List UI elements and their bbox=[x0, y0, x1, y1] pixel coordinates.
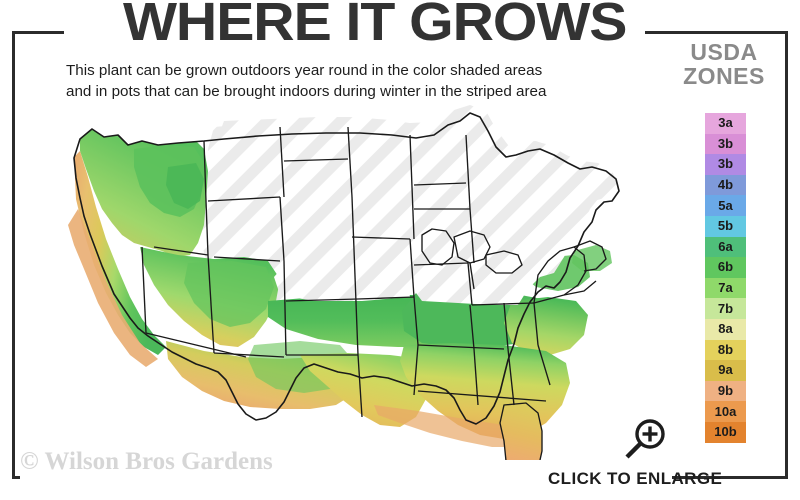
legend-swatch-label: 4b bbox=[717, 177, 734, 193]
subtitle-line-1: This plant can be grown outdoors year ro… bbox=[66, 62, 543, 79]
legend-swatch-label: 9a bbox=[718, 362, 733, 378]
legend-swatch-label: 6a bbox=[718, 238, 733, 254]
frame-right-border bbox=[785, 31, 788, 479]
legend-title-line-1: USDA bbox=[690, 39, 758, 65]
legend-swatch-label: 3b bbox=[717, 135, 734, 151]
map-striped-overlay bbox=[208, 109, 616, 305]
frame-left-border bbox=[12, 31, 15, 479]
map-color-shaded-areas bbox=[68, 129, 612, 460]
legend-swatch-9a-12: 9a bbox=[705, 360, 746, 381]
frame-bottom-left-border bbox=[12, 476, 20, 479]
legend-swatch-label: 6b bbox=[717, 259, 734, 275]
legend-swatch-label: 7b bbox=[717, 300, 734, 316]
click-to-enlarge-label[interactable]: CLICK TO ENLARGE bbox=[548, 469, 723, 488]
magnifier-plus-icon[interactable] bbox=[618, 418, 670, 462]
page-title: WHERE IT GROWS bbox=[122, 0, 628, 52]
legend-swatch-label: 3b bbox=[717, 156, 734, 172]
legend-swatch-7b-9: 7b bbox=[705, 298, 746, 319]
legend-swatch-label: 9b bbox=[717, 383, 734, 399]
legend-swatch-6a-6: 6a bbox=[705, 236, 746, 258]
usda-hardiness-map[interactable] bbox=[18, 105, 668, 460]
legend-swatch-5a-4: 5a bbox=[705, 195, 746, 216]
legend-swatch-label: 10b bbox=[714, 424, 737, 440]
legend-swatch-label: 7a bbox=[718, 280, 733, 296]
legend-swatch-8b-11: 8b bbox=[705, 339, 746, 361]
legend-swatch-label: 8b bbox=[717, 341, 734, 357]
copyright-watermark: © Wilson Bros Gardens bbox=[20, 448, 273, 475]
state-boundaries bbox=[73, 112, 620, 460]
legend-swatch-label: 5b bbox=[717, 218, 734, 234]
legend-swatch-9b-13: 9b bbox=[705, 380, 746, 402]
legend-swatch-6b-7: 6b bbox=[705, 257, 746, 278]
legend-swatch-4b-3: 4b bbox=[705, 174, 746, 196]
legend-swatch-label: 10a bbox=[714, 403, 737, 419]
legend-swatch-label: 5a bbox=[718, 197, 733, 213]
frame-top-left-border bbox=[12, 31, 64, 34]
legend-swatch-label: 8a bbox=[718, 321, 733, 337]
magnifier-svg bbox=[625, 419, 665, 459]
subtitle-line-2: and in pots that can be brought indoors … bbox=[66, 83, 547, 100]
legend-swatch-3a-0: 3a bbox=[705, 113, 746, 134]
frame-top-right-border bbox=[645, 31, 788, 34]
legend-title-line-2: ZONES bbox=[683, 63, 765, 89]
legend-title: USDA ZONES bbox=[660, 40, 788, 88]
map-svg bbox=[68, 105, 620, 460]
legend-swatch-7a-8: 7a bbox=[705, 277, 746, 299]
frame-bottom-right-border bbox=[672, 476, 788, 479]
legend-swatch-3b-1: 3b bbox=[705, 133, 746, 155]
legend-swatch-10a-14: 10a bbox=[705, 401, 746, 422]
usda-zone-legend: 3a 3b 3b 4b 5a 5b 6a 6b 7a 7b 8a 8b 9a 9b 10a 10b bbox=[705, 113, 746, 443]
legend-swatch-8a-10: 8a bbox=[705, 318, 746, 340]
subtitle: This plant can be grown outdoors year ro… bbox=[66, 60, 636, 102]
legend-swatch-3b-2: 3b bbox=[705, 154, 746, 175]
legend-swatch-10b-15: 10b bbox=[705, 421, 746, 443]
legend-swatch-5b-5: 5b bbox=[705, 215, 746, 237]
legend-swatch-label: 3a bbox=[718, 115, 733, 131]
